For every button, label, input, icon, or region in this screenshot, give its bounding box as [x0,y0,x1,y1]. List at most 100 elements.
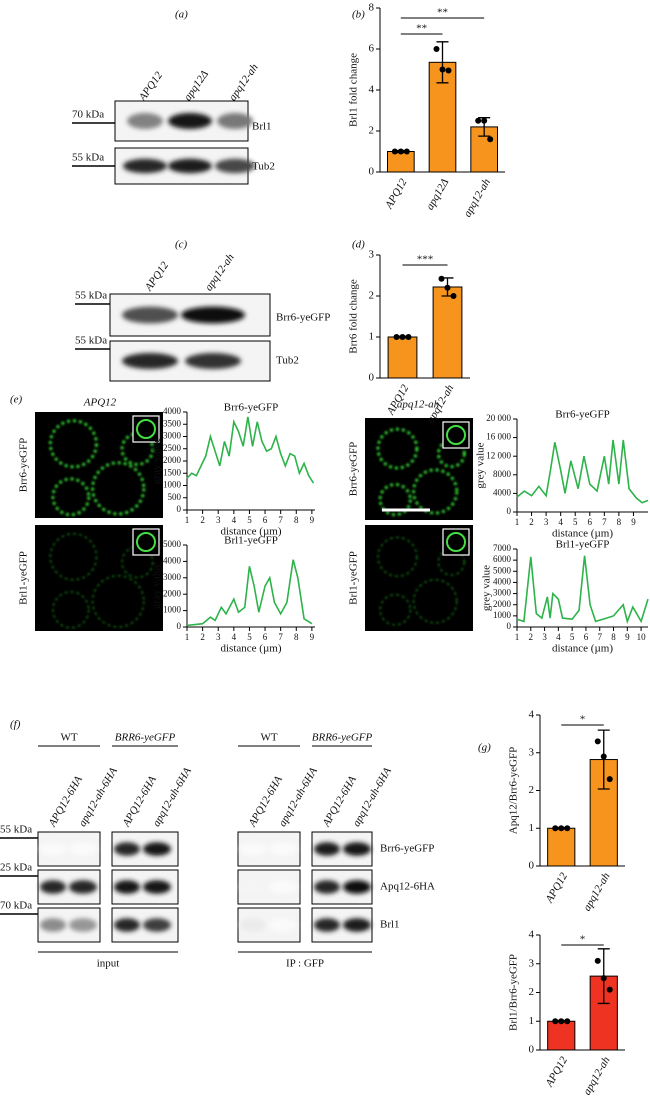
band [343,918,371,932]
x-tick-label: 4 [556,632,561,642]
label: 70 kDa [0,900,32,912]
label: distance (µm) [552,643,613,655]
label: distance (µm) [552,528,613,540]
x-tick-label: 6 [588,517,593,527]
x-tick-label: 7 [278,515,283,525]
label: 55 kDa [75,290,107,302]
data-point [600,753,607,760]
y-tick-label: 4000 [493,576,512,586]
band [40,842,66,856]
band [181,306,245,324]
y-tick-label: 3000 [493,588,512,598]
data-point [403,148,410,155]
data-point [405,334,412,340]
band [69,842,97,856]
band [269,842,297,856]
label: Brr6-yeGFP [224,402,278,414]
label: Tub2 [252,161,275,173]
rotated-label: Brr6 fold change [348,279,360,354]
label: *** [417,254,434,266]
data-point [450,293,457,299]
y-tick-label: 16 000 [486,432,511,442]
data-point [433,46,440,52]
label: (g) [478,742,491,754]
data-point [393,334,400,340]
label: Brl1 [380,919,400,931]
profile-line [516,555,649,625]
rotated-label: apq12-ah-6HA [350,765,394,828]
y-tick-label: 3 [369,249,375,261]
bar [547,827,576,867]
rotated-label: grey value [481,565,493,611]
y-tick-label: 2 [529,784,535,796]
cell [412,468,459,515]
data-point [391,148,398,155]
x-tick-label: 2 [200,632,205,642]
label: 25 kDa [0,862,32,874]
y-tick-label: 4 [369,84,375,96]
label: IP : GFP [286,958,324,970]
data-point [594,957,601,964]
band [143,880,171,894]
rotated-label: apq12-ah [461,176,493,219]
y-tick-label: 1000 [163,480,182,490]
data-point [552,825,559,832]
bar [547,1020,576,1051]
y-tick-label: 0 [507,621,512,631]
data-point [558,1018,565,1025]
band [269,918,297,932]
label: Brl1-yeGFP [556,539,610,551]
rotated-label: APQ12 [543,870,570,905]
label: Brl1 [252,121,272,133]
label: (f) [10,719,21,731]
x-tick-label: 8 [611,632,616,642]
data-point [487,136,494,143]
cell [377,536,418,577]
x-tick-label: 5 [570,632,575,642]
inset-cell [446,425,466,445]
cell [120,432,155,466]
profile-line [186,416,315,484]
y-tick-label: 4000 [163,406,182,416]
data-point [564,825,571,832]
label: (a) [175,9,188,21]
band [217,113,253,129]
data-point [606,776,613,783]
band [40,880,66,894]
y-tick-label: 1 [529,1015,535,1027]
x-tick-label: 4 [558,517,563,527]
cell [121,545,154,579]
label: Brr6-yeGFP [276,312,330,324]
y-tick-label: 1000 [493,610,512,620]
label: 55 kDa [75,335,107,347]
profile-line [516,439,649,504]
inset-cell [136,419,156,439]
x-tick-label: 5 [573,517,578,527]
x-tick-label: 2 [529,632,534,642]
y-tick-label: 8 [369,2,375,14]
band [114,918,140,932]
rotated-label: apq12-ah-6HA [76,765,120,828]
band [168,158,212,174]
x-tick-label: 4 [232,632,237,642]
x-tick-label: 7 [278,632,283,642]
band [240,918,266,932]
data-point [606,986,613,993]
rotated-label: apq12-ah [227,61,261,103]
rotated-label: apq12Δ [424,177,451,212]
y-tick-label: 3000 [163,431,182,441]
y-tick-label: 7000 [493,543,512,553]
label: 55 kDa [72,152,104,164]
x-tick-label: 8 [617,517,622,527]
label: WT [60,732,77,744]
y-tick-label: 6000 [493,554,512,564]
band [168,113,212,129]
cell [412,578,458,624]
x-tick-label: 1 [185,632,190,642]
data-point [397,148,404,155]
bar [432,286,463,379]
x-tick-label: 9 [625,632,630,642]
band [69,880,97,894]
data-point [552,1018,559,1025]
band [143,918,171,932]
